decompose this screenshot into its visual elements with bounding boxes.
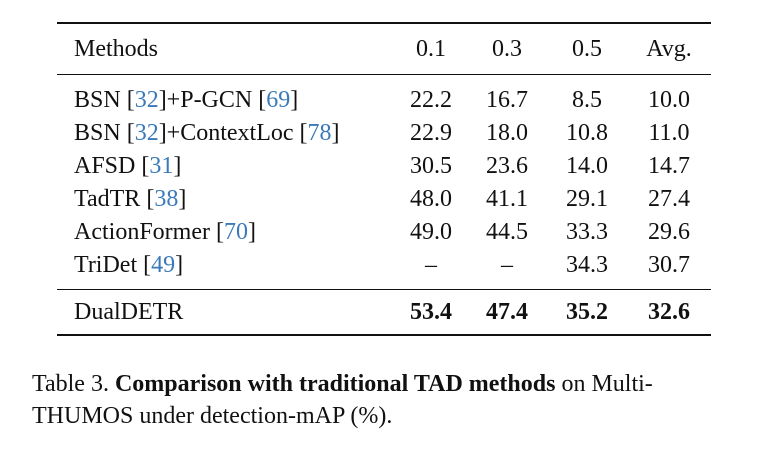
- value-cell: 14.0: [566, 152, 608, 179]
- header-methods: Methods: [74, 36, 158, 62]
- value-cell: 10.8: [566, 119, 608, 146]
- caption-bold-text: Comparison with traditional TAD methods: [114, 371, 556, 397]
- method-name: ActionFormer: [74, 218, 210, 245]
- citation-link[interactable]: 69: [266, 86, 291, 113]
- citation-link[interactable]: 38: [154, 185, 179, 212]
- value-cell: 10.0: [648, 86, 690, 113]
- value-cell: 41.1: [486, 185, 528, 212]
- caption-text: on Multi-THUMOS under detection-mAP (%).: [32, 371, 653, 429]
- value-cell: 11.0: [648, 119, 690, 146]
- method-cell: BSN [32]+ContextLoc [78]: [74, 119, 340, 146]
- value-cell: 30.5: [410, 152, 452, 179]
- table-row: AFSD [31] 30.5 23.6 14.0 14.7: [57, 149, 711, 182]
- method-name: TadTR: [74, 185, 141, 212]
- value-cell: 22.2: [410, 86, 452, 113]
- citation-link[interactable]: 32: [134, 119, 159, 146]
- table-header-row: Methods 0.1 0.3 0.5 Avg.: [57, 23, 711, 75]
- citation-link[interactable]: 31: [149, 152, 174, 179]
- method-name: BSN: [74, 119, 121, 146]
- table-row: TriDet [49] – – 34.3 30.7: [57, 248, 711, 290]
- value-cell: 49.0: [410, 218, 452, 245]
- value-cell-best: 47.4: [486, 299, 528, 325]
- method-cell: BSN [32]+P-GCN [69]: [74, 86, 299, 113]
- method-name: TriDet: [74, 251, 138, 278]
- value-cell: 29.1: [566, 185, 608, 212]
- value-cell: 18.0: [486, 119, 528, 146]
- table-row: ActionFormer [70] 49.0 44.5 33.3 29.6: [57, 215, 711, 248]
- value-cell: –: [501, 251, 513, 278]
- method-cell: TriDet [49]: [74, 251, 184, 278]
- header-iou-0-1: 0.1: [416, 36, 446, 62]
- value-cell: 27.4: [648, 185, 690, 212]
- citation-link[interactable]: 49: [151, 251, 176, 278]
- method-join: ]+ContextLoc [: [158, 119, 308, 146]
- value-cell-best: 53.4: [410, 299, 452, 325]
- value-cell: 44.5: [486, 218, 528, 245]
- citation-link[interactable]: 70: [223, 218, 248, 245]
- value-cell: 29.6: [648, 218, 690, 245]
- value-cell: 14.7: [648, 152, 690, 179]
- table-caption: Table 3. Comparison with traditional TAD…: [32, 368, 737, 432]
- value-cell: 8.5: [572, 86, 602, 113]
- citation-link[interactable]: 78: [307, 119, 332, 146]
- table-row: BSN [32]+P-GCN [69] 22.2 16.7 8.5 10.0: [57, 74, 711, 117]
- table-row: BSN [32]+ContextLoc [78] 22.9 18.0 10.8 …: [57, 116, 711, 149]
- value-cell: –: [425, 251, 437, 278]
- value-cell-best: 32.6: [648, 299, 690, 325]
- method-cell: TadTR [38]: [74, 185, 187, 212]
- results-table-container: Methods 0.1 0.3 0.5 Avg. BSN [32]+P-GCN …: [57, 22, 711, 336]
- value-cell: 34.3: [566, 251, 608, 278]
- value-cell: 23.6: [486, 152, 528, 179]
- value-cell: 48.0: [410, 185, 452, 212]
- caption-label: Table 3.: [32, 371, 109, 397]
- method-name: AFSD: [74, 152, 136, 179]
- header-average: Avg.: [646, 36, 692, 62]
- value-cell: 16.7: [486, 86, 528, 113]
- results-table: Methods 0.1 0.3 0.5 Avg. BSN [32]+P-GCN …: [57, 22, 711, 336]
- method-name: BSN: [74, 86, 121, 113]
- header-iou-0-5: 0.5: [572, 36, 602, 62]
- method-cell: ActionFormer [70]: [74, 218, 256, 245]
- value-cell: 33.3: [566, 218, 608, 245]
- proposed-method-row: DualDETR 53.4 47.4 35.2 32.6: [57, 289, 711, 335]
- proposed-method-name: DualDETR: [74, 299, 184, 325]
- value-cell-best: 35.2: [566, 299, 608, 325]
- citation-link[interactable]: 32: [134, 86, 159, 113]
- table-row: TadTR [38] 48.0 41.1 29.1 27.4: [57, 182, 711, 215]
- method-join: ]+P-GCN [: [158, 86, 267, 113]
- method-cell: AFSD [31]: [74, 152, 182, 179]
- value-cell: 30.7: [648, 251, 690, 278]
- header-iou-0-3: 0.3: [492, 36, 522, 62]
- value-cell: 22.9: [410, 119, 452, 146]
